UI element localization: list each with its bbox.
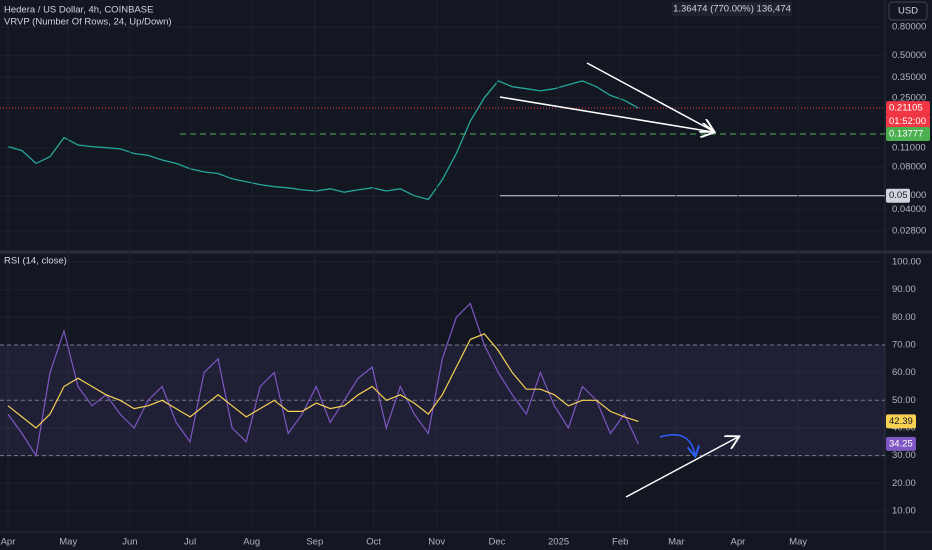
price-line (7, 80, 639, 201)
y-tick-label: 90.00 (892, 284, 916, 295)
x-tick-label: Mar (668, 537, 684, 548)
y-tick-label: 50.00 (892, 395, 916, 406)
trendline (625, 437, 738, 498)
y-tick-label: 0.04000 (892, 204, 926, 215)
trendline (499, 96, 713, 132)
level-label: 0.13777 (889, 129, 923, 140)
curved-arrow (659, 434, 695, 455)
price-label-box (886, 101, 930, 116)
chart-subtitle: VRVP (Number Of Rows, 24, Up/Down) (4, 17, 172, 28)
y-tick-label: 80.00 (892, 312, 916, 323)
x-tick-label: Nov (428, 537, 445, 548)
y-tick-label: 20.00 (892, 478, 916, 489)
countdown-box (886, 115, 930, 129)
rsi-line (7, 302, 639, 458)
x-tick-label: Sep (306, 537, 323, 548)
x-tick-label: Dec (488, 537, 505, 548)
x-tick-label: May (789, 537, 807, 548)
countdown: 01:52:00 (889, 116, 926, 127)
level-label: 0.05 (889, 190, 908, 201)
y-tick-label: 70.00 (892, 339, 916, 350)
trendline (586, 62, 713, 131)
chart-title: Hedera / US Dollar, 4h, COINBASE (4, 5, 153, 16)
value-label-box (886, 436, 916, 451)
value-label-box (886, 414, 916, 429)
y-tick-label: 30.00 (892, 450, 916, 461)
x-tick-label: May (59, 537, 77, 548)
y-tick-label: 0.02800 (892, 226, 926, 237)
level-label-box (886, 188, 910, 203)
price-label: 0.21105 (889, 103, 923, 114)
value-label: 34.25 (889, 438, 913, 449)
y-tick-label: 0.25000 (892, 92, 926, 103)
y-tick-label: 60.00 (892, 367, 916, 378)
x-tick-label: 2025 (548, 537, 569, 548)
readout: 1.36474 (770.00%) 136,474 (673, 4, 791, 15)
y-tick-label: 0.50000 (892, 50, 926, 61)
value-label: 42.39 (889, 416, 913, 427)
y-tick-label: 100.00 (892, 256, 921, 267)
y-tick-label: 0.11000 (892, 142, 926, 153)
x-tick-label: Oct (366, 537, 381, 548)
y-tick-label: 0.80000 (892, 21, 926, 32)
x-tick-label: Jun (122, 537, 137, 548)
x-tick-label: Apr (730, 537, 745, 548)
y-tick-label: 0.08000 (892, 162, 926, 173)
x-tick-label: Jul (184, 537, 196, 548)
x-tick-label: Aug (243, 537, 260, 548)
currency-button[interactable] (888, 1, 928, 21)
rsi-title: RSI (14, close) (4, 256, 67, 267)
x-tick-label: Apr (1, 537, 16, 548)
x-tick-label: Feb (612, 537, 628, 548)
level-label-box (886, 127, 930, 142)
y-tick-label: 0.35000 (892, 72, 926, 83)
readout-box (672, 2, 792, 16)
rsi-line (7, 333, 639, 429)
y-tick-label: 10.00 (892, 505, 916, 516)
currency: USD (898, 6, 918, 17)
